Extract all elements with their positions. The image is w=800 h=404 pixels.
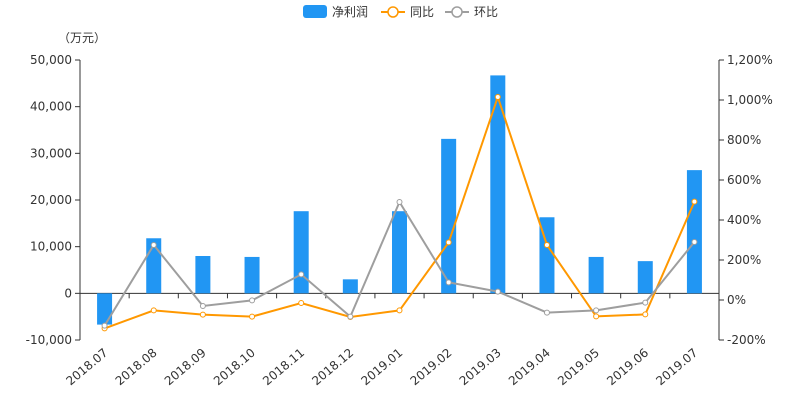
x-tick-label: 2019.07	[653, 346, 700, 389]
left-tick-label: 10,000	[30, 240, 72, 254]
x-tick-label: 2018.09	[162, 346, 209, 389]
legend-swatch-bar	[303, 5, 327, 18]
right-tick-label: 800%	[727, 133, 761, 147]
bar	[441, 138, 457, 294]
series-point	[691, 198, 698, 205]
legend: 净利润 同比 环比	[303, 5, 498, 19]
series-point	[150, 242, 157, 248]
left-tick-label: 0	[64, 286, 72, 300]
series-point	[199, 303, 206, 309]
bar	[342, 279, 358, 294]
series-point	[298, 300, 305, 306]
bar	[490, 75, 506, 294]
series-point	[249, 297, 256, 304]
right-tick-label: 0%	[727, 293, 746, 307]
bar	[686, 170, 702, 294]
x-tick-label: 2019.01	[358, 346, 405, 389]
x-tick-label: 2018.10	[211, 346, 258, 389]
right-tick-label: 600%	[727, 173, 761, 187]
series-point	[543, 242, 550, 248]
left-tick-label: 30,000	[30, 146, 72, 160]
series-point	[691, 239, 698, 245]
bar	[293, 211, 309, 294]
x-tick-label: 2018.11	[260, 346, 307, 389]
bar	[588, 256, 604, 294]
legend-swatch-marker	[451, 6, 463, 18]
x-tick-label: 2018.08	[113, 346, 160, 389]
bar	[244, 256, 260, 294]
left-tick-label: 40,000	[30, 100, 72, 114]
series-point	[445, 239, 452, 246]
series-point	[298, 271, 305, 278]
series-point	[593, 313, 600, 320]
x-tick-label: 2018.07	[63, 346, 110, 389]
bars	[97, 75, 702, 325]
x-tick-label: 2019.05	[555, 346, 602, 389]
right-tick-label: -200%	[727, 333, 766, 347]
legend-swatch-marker	[387, 6, 399, 18]
series-point	[593, 307, 600, 314]
x-tick-label: 2019.03	[457, 346, 504, 389]
bar	[195, 256, 211, 294]
legend-label: 净利润	[332, 5, 368, 19]
series-point	[199, 311, 206, 318]
x-tick-label: 2019.02	[408, 346, 455, 389]
series-point	[249, 313, 256, 320]
unit-label: （万元）	[58, 31, 106, 45]
series-point	[396, 307, 403, 314]
lines	[101, 93, 698, 332]
right-tick-label: 200%	[727, 253, 761, 267]
series-point	[101, 322, 108, 329]
series-point	[445, 279, 452, 286]
x-tick-label: 2019.06	[604, 346, 651, 389]
left-tick-label: 50,000	[30, 53, 72, 67]
right-tick-label: 1,200%	[727, 53, 773, 67]
legend-label: 环比	[474, 5, 498, 19]
left-tick-label: 20,000	[30, 193, 72, 207]
series-point	[494, 288, 501, 295]
right-tick-label: 400%	[727, 213, 761, 227]
series-point	[642, 299, 649, 306]
legend-label: 同比	[410, 5, 434, 19]
x-tick-label: 2019.04	[506, 346, 553, 389]
right-tick-label: 1,000%	[727, 93, 773, 107]
bar	[392, 211, 407, 294]
bar	[97, 293, 113, 325]
series-point	[347, 313, 354, 320]
bar	[637, 261, 653, 294]
series-point	[396, 199, 403, 205]
x-tick-label: 2018.12	[309, 346, 356, 389]
series-point	[150, 307, 157, 314]
series-point	[642, 311, 649, 318]
series-point	[494, 94, 501, 100]
left-tick-label: -10,000	[26, 333, 72, 347]
series-point	[543, 309, 550, 316]
